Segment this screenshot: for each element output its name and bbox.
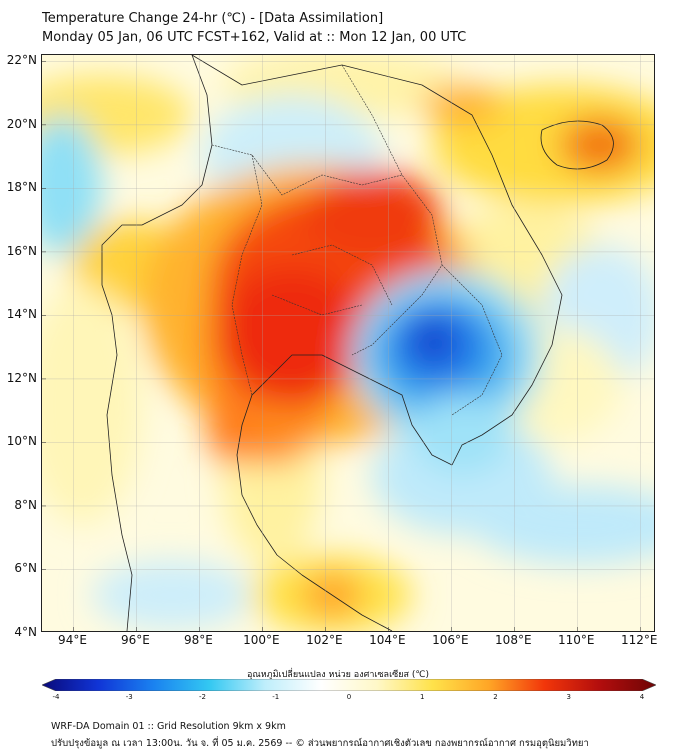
colorbar-tick: 4	[639, 693, 645, 701]
lat-label: 4°N	[14, 625, 37, 639]
colorbar-label: อุณหภูมิเปลี่ยนแปลง หน่วย องศาเซลเซียส (…	[246, 670, 430, 680]
temperature-change-map[interactable]	[41, 54, 655, 632]
map-canvas	[42, 55, 654, 631]
colorbar-tick: -4	[52, 693, 60, 701]
colorbar-tick: -3	[125, 693, 133, 701]
lat-label: 22°N	[6, 53, 37, 68]
lon-label: 104°E	[369, 633, 406, 647]
lon-label: 100°E	[243, 633, 280, 647]
lat-label: 14°N	[6, 307, 37, 322]
lat-label: 18°N	[6, 180, 37, 195]
lon-label: 110°E	[558, 633, 595, 647]
colorbar-tick: 3	[566, 693, 571, 701]
chart-title: Temperature Change 24-hr (℃) - [Data Ass…	[42, 11, 384, 26]
colorbar-tick: -1	[272, 693, 280, 701]
lat-label: 12°N	[6, 370, 37, 385]
colorbar-fill	[42, 679, 656, 691]
lon-label: 96°E	[121, 633, 150, 647]
colorbar-tick: -2	[199, 693, 206, 701]
colorbar-tick: 0	[346, 693, 352, 701]
credit-line: ปรับปรุงข้อมูล ณ เวลา 13:00น. วัน จ. ที่…	[51, 738, 589, 749]
coastline	[101, 55, 614, 631]
lon-label: 112°E	[621, 633, 658, 647]
colorbar-tick: 2	[493, 693, 498, 701]
lat-label: 8°N	[14, 497, 37, 512]
lon-label: 94°E	[58, 633, 87, 647]
lat-label: 10°N	[6, 434, 37, 449]
temperature-field	[42, 55, 654, 631]
lat-label: 20°N	[6, 116, 37, 131]
lat-label: 16°N	[6, 243, 37, 258]
lon-label: 106°E	[432, 633, 469, 647]
lat-label: 6°N	[14, 561, 37, 576]
colorbar	[42, 679, 656, 691]
model-info: WRF-DA Domain 01 :: Grid Resolution 9km …	[51, 721, 286, 732]
lon-label: 102°E	[306, 633, 343, 647]
graticule	[42, 55, 654, 631]
lon-label: 108°E	[495, 633, 532, 647]
colorbar-tick: 1	[420, 693, 425, 701]
chart-subtitle: Monday 05 Jan, 06 UTC FCST+162, Valid at…	[42, 30, 467, 45]
lon-label: 98°E	[183, 633, 213, 647]
